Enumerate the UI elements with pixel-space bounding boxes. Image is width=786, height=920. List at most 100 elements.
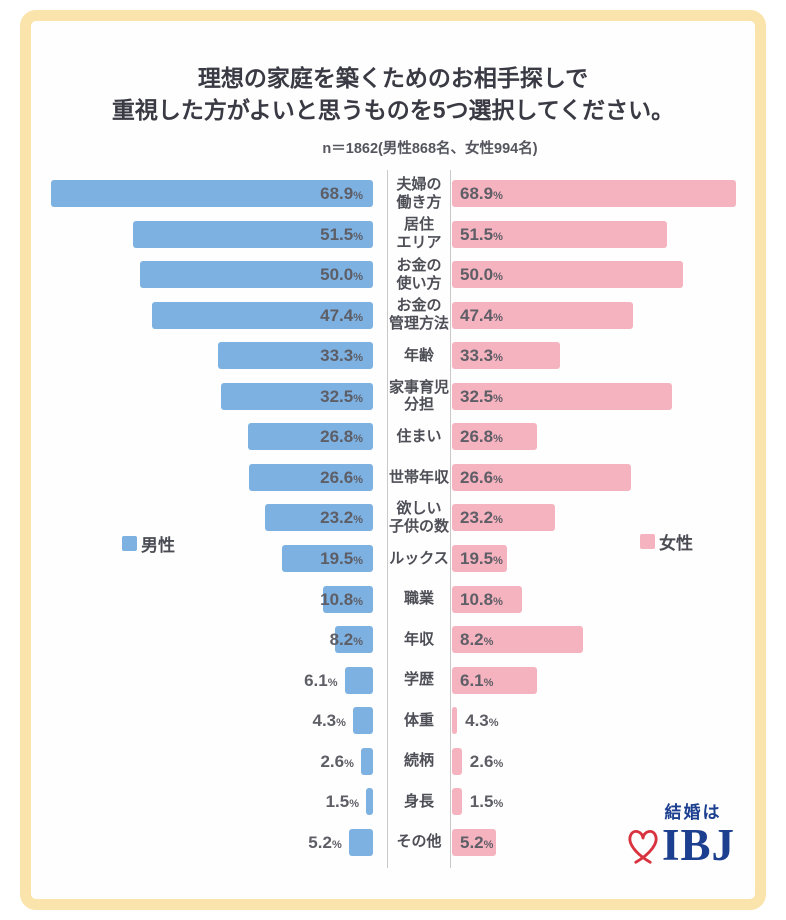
male-value-label: 68.9% <box>320 184 363 203</box>
female-legend-swatch <box>640 534 655 549</box>
category-label: 居住 エリア <box>396 216 442 252</box>
percent-sign: % <box>349 798 359 811</box>
percent-sign: % <box>493 190 503 202</box>
percent-sign: % <box>331 838 342 851</box>
percent-sign: % <box>353 311 363 324</box>
percent-sign: % <box>493 271 503 284</box>
male-value-label: 47.4% <box>320 305 363 325</box>
center-axis-left-line <box>387 170 388 868</box>
category-label: 年齢 <box>403 346 434 364</box>
female-bar <box>452 382 672 410</box>
chart-area: 68.9% 夫婦の 働き方 68.9% 51.5% 居住 エリア 51.5% 50.0% お金… <box>0 170 786 882</box>
female-value-label: 50.0% <box>460 265 503 285</box>
category-label: 住まい <box>396 427 442 445</box>
female-bar <box>452 666 537 694</box>
male-bar <box>132 220 373 248</box>
category-label: 世帯年収 <box>388 468 449 486</box>
female-bar <box>452 504 556 532</box>
male-bar <box>360 747 373 775</box>
percent-sign: % <box>483 676 494 689</box>
category-label: 夫婦の 働き方 <box>396 175 442 211</box>
percent-sign: % <box>493 798 504 811</box>
male-value-label: 23.2% <box>320 508 363 528</box>
male-bar <box>139 261 373 289</box>
female-value-label: 6.1% <box>460 670 494 690</box>
female-bar <box>452 544 508 572</box>
percent-sign: % <box>336 717 346 730</box>
logo-tagline: 結婚は <box>664 803 722 822</box>
female-bar <box>452 626 584 654</box>
female-bar <box>452 423 537 451</box>
female-value-label: 5.2% <box>460 832 494 852</box>
percent-sign: % <box>353 473 363 486</box>
category-label: 体重 <box>403 711 434 729</box>
percent-sign: % <box>483 636 494 649</box>
category-label: 欲しい 子供の数 <box>388 500 449 535</box>
female-value-label: 19.5% <box>460 548 503 568</box>
percent-sign: % <box>493 352 503 365</box>
male-bar <box>51 180 373 207</box>
percent-sign: % <box>353 190 363 202</box>
category-label: お金の 管理方法 <box>388 297 449 333</box>
female-value-label: 4.3% <box>465 711 499 731</box>
percent-sign: % <box>353 271 363 284</box>
male-value-label: 26.8% <box>320 427 363 447</box>
male-bar <box>348 828 373 856</box>
percent-sign: % <box>493 757 504 770</box>
percent-sign: % <box>493 433 503 446</box>
percent-sign: % <box>493 311 503 324</box>
male-legend-label: 男性 <box>141 536 175 555</box>
percent-sign: % <box>353 554 363 567</box>
male-bar <box>281 544 373 572</box>
female-bar <box>452 747 462 775</box>
percent-sign: % <box>353 595 363 608</box>
percent-sign: % <box>353 636 363 649</box>
male-value-label: 50.0% <box>320 265 363 285</box>
female-value-label: 68.9% <box>460 184 503 203</box>
logo-row: IBJ <box>610 823 750 868</box>
female-value-label: 10.8% <box>460 589 503 609</box>
percent-sign: % <box>493 473 503 486</box>
category-label: 年収 <box>403 630 434 648</box>
category-label: 職業 <box>403 590 434 608</box>
female-value-label: 2.6% <box>469 751 504 771</box>
male-value-label: 2.6% <box>320 751 354 771</box>
legend-female: 女性 <box>640 529 693 554</box>
category-label: 学歴 <box>403 671 434 689</box>
male-bar <box>221 382 373 410</box>
percent-sign: % <box>353 352 363 365</box>
category-label: 続柄 <box>403 752 434 770</box>
female-bar <box>452 788 462 816</box>
female-bar <box>452 828 496 856</box>
female-value-label: 26.6% <box>460 467 503 487</box>
male-value-label: 4.3% <box>312 711 346 731</box>
page-title: 理想の家庭を築くためのお相手探しで 重視した方がよいと思うものを5つ選択してくだ… <box>0 62 786 126</box>
male-value-label: 5.2% <box>308 832 342 852</box>
legend-male: 男性 <box>122 531 175 556</box>
percent-sign: % <box>327 676 338 689</box>
logo-brand-text: IBJ <box>661 820 736 870</box>
male-value-label: 19.5% <box>320 548 363 568</box>
male-value-label: 10.8% <box>320 589 363 609</box>
male-value-label: 6.1% <box>304 670 338 690</box>
category-label: ルックス <box>389 549 449 567</box>
male-bar <box>217 342 373 370</box>
percent-sign: % <box>483 838 494 851</box>
male-value-label: 26.6% <box>320 467 363 487</box>
percent-sign: % <box>493 514 503 527</box>
center-axis-right-line <box>450 170 451 868</box>
male-bar <box>151 301 373 329</box>
male-value-label: 1.5% <box>325 792 359 812</box>
category-label: 身長 <box>403 792 434 810</box>
female-bar <box>452 463 631 491</box>
male-bar <box>248 463 373 491</box>
heart-outline-icon <box>628 829 658 864</box>
female-bar <box>452 585 522 613</box>
male-value-label: 33.3% <box>320 346 363 366</box>
male-value-label: 8.2% <box>329 630 363 650</box>
male-bar <box>322 585 373 613</box>
male-bar <box>344 666 373 694</box>
female-bar <box>452 342 560 370</box>
percent-sign: % <box>493 554 503 567</box>
